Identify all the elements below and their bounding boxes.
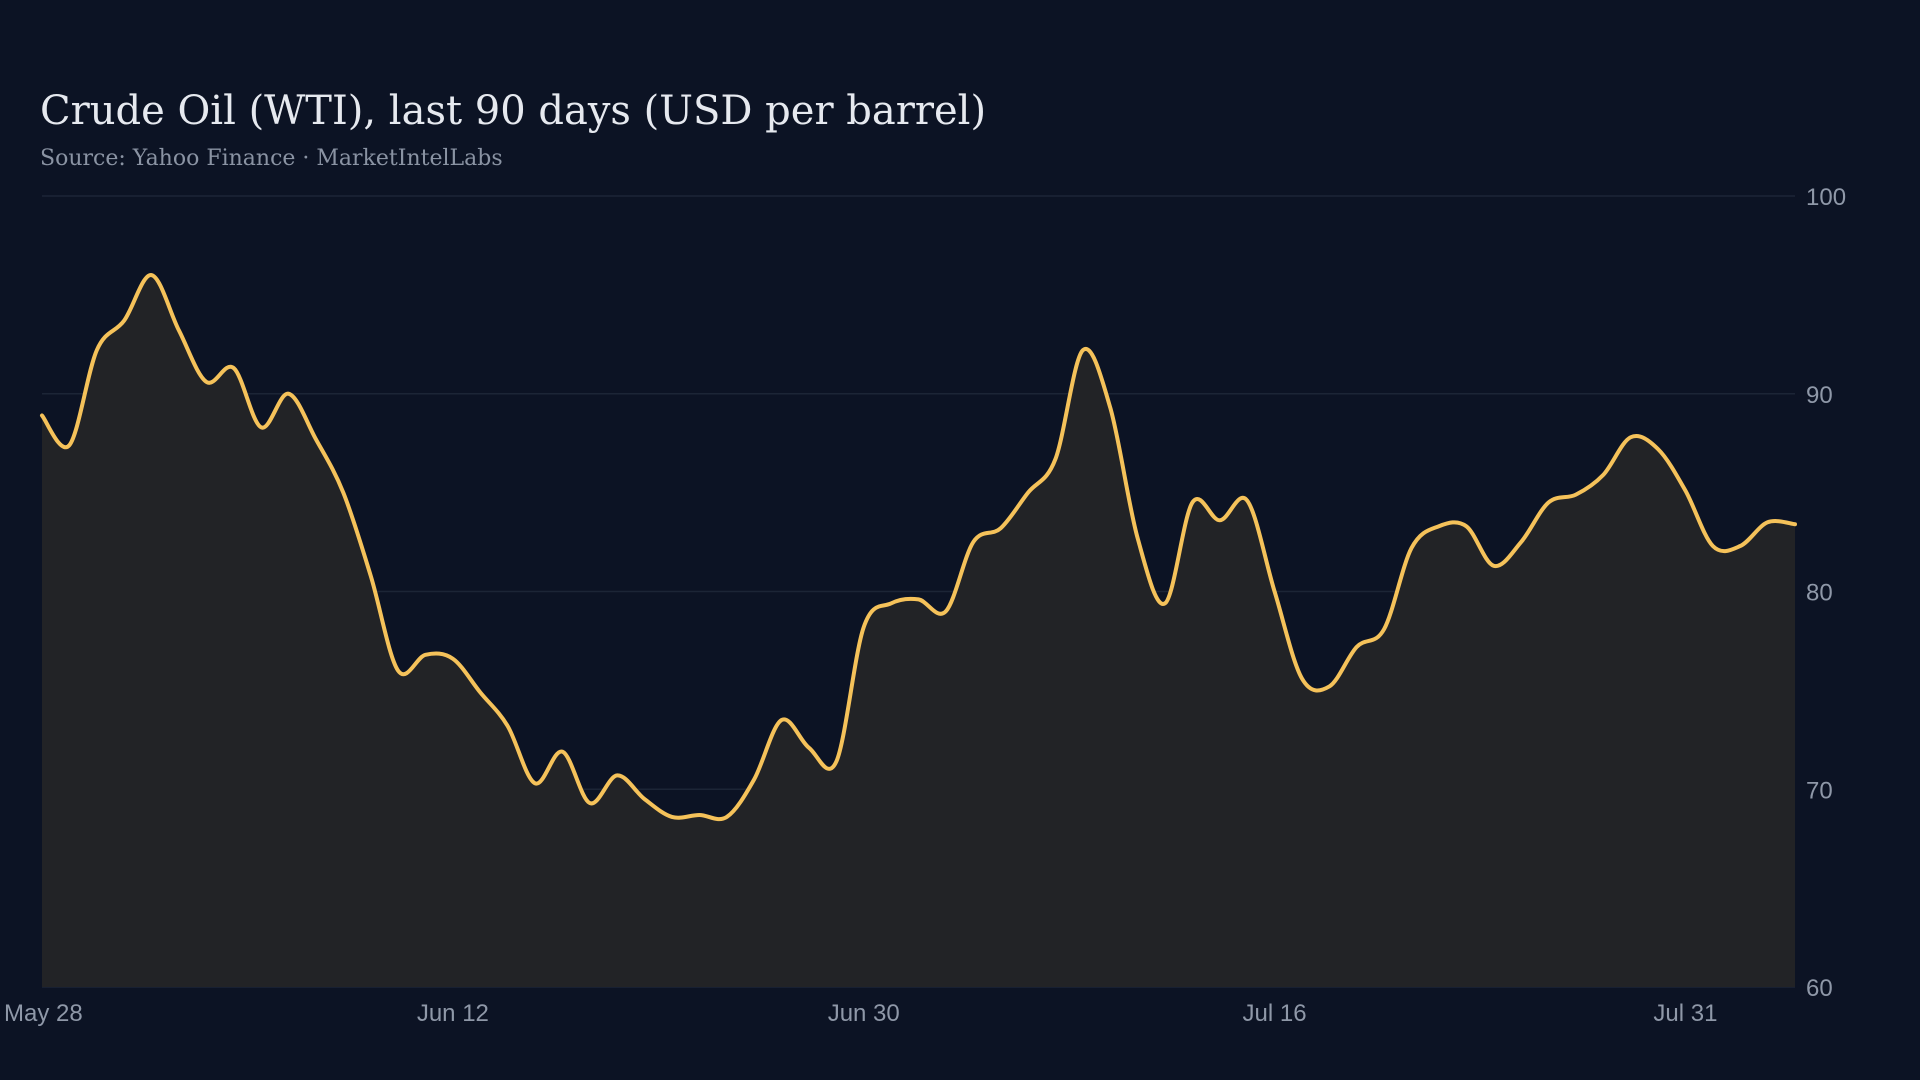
price-area [42, 275, 1795, 987]
chart-title: Crude Oil (WTI), last 90 days (USD per b… [40, 88, 987, 134]
chart-subtitle: Source: Yahoo Finance · MarketIntelLabs [40, 146, 503, 171]
x-tick-label: Jun 30 [828, 1000, 900, 1027]
x-tick-label: Jun 12 [417, 1000, 489, 1027]
y-tick-label-60: 60 [1806, 975, 1833, 1002]
x-tick-label: Jul 31 [1653, 1000, 1717, 1027]
area-layer [42, 275, 1795, 987]
x-tick-label: Jul 16 [1243, 1000, 1307, 1027]
y-axis-ticks: 60 70 80 90 100 [1806, 184, 1846, 1002]
y-tick-label-80: 80 [1806, 580, 1833, 607]
y-tick-label-70: 70 [1806, 777, 1833, 804]
price-line [40, 273, 1797, 822]
y-tick-label-100: 100 [1806, 184, 1846, 211]
x-tick-label: May 28 [4, 1000, 83, 1027]
line-layer [40, 273, 1797, 822]
y-tick-label-90: 90 [1806, 382, 1833, 409]
